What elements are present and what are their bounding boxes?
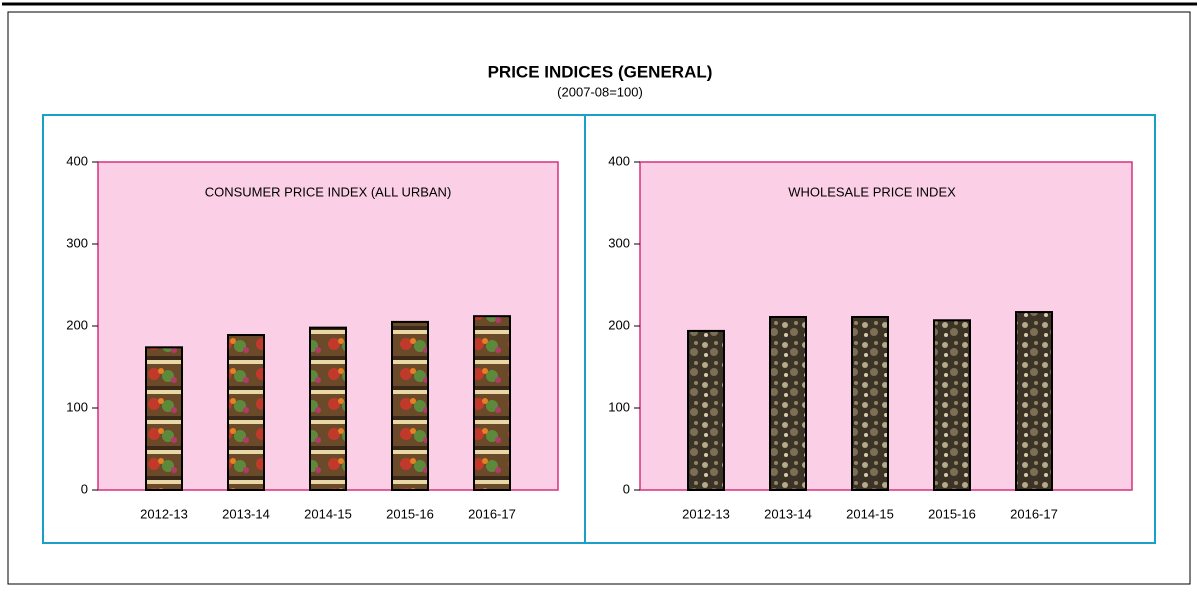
bar bbox=[852, 317, 888, 490]
x-tick-label: 2015-16 bbox=[386, 506, 434, 521]
bar bbox=[934, 320, 970, 490]
x-tick-label: 2016-17 bbox=[468, 506, 516, 521]
x-tick-label: 2013-14 bbox=[222, 506, 270, 521]
page-subtitle: (2007-08=100) bbox=[557, 84, 643, 99]
x-tick-label: 2013-14 bbox=[764, 506, 812, 521]
x-tick-label: 2016-17 bbox=[1010, 506, 1058, 521]
bar bbox=[146, 347, 182, 490]
page-title: PRICE INDICES (GENERAL) bbox=[488, 62, 713, 81]
chart-title: WHOLESALE PRICE INDEX bbox=[788, 184, 956, 199]
x-tick-label: 2015-16 bbox=[928, 506, 976, 521]
y-tick-label: 100 bbox=[608, 399, 630, 414]
bar bbox=[770, 317, 806, 490]
bar bbox=[392, 322, 428, 490]
page: PRICE INDICES (GENERAL) (2007-08=100) CO… bbox=[0, 0, 1199, 588]
bar bbox=[1016, 312, 1052, 490]
bar bbox=[310, 328, 346, 490]
y-tick-label: 200 bbox=[608, 317, 630, 332]
y-tick-label: 100 bbox=[66, 399, 88, 414]
bar bbox=[228, 335, 264, 490]
y-tick-label: 300 bbox=[608, 235, 630, 250]
y-tick-label: 0 bbox=[623, 481, 630, 496]
y-tick-label: 0 bbox=[81, 481, 88, 496]
bar bbox=[688, 331, 724, 490]
x-tick-label: 2014-15 bbox=[304, 506, 352, 521]
y-tick-label: 400 bbox=[66, 153, 88, 168]
y-tick-label: 400 bbox=[608, 153, 630, 168]
x-tick-label: 2012-13 bbox=[682, 506, 730, 521]
chart-title: CONSUMER PRICE INDEX (ALL URBAN) bbox=[205, 184, 452, 199]
y-tick-label: 200 bbox=[66, 317, 88, 332]
y-tick-label: 300 bbox=[66, 235, 88, 250]
x-tick-label: 2014-15 bbox=[846, 506, 894, 521]
x-tick-label: 2012-13 bbox=[140, 506, 188, 521]
bar bbox=[474, 316, 510, 490]
